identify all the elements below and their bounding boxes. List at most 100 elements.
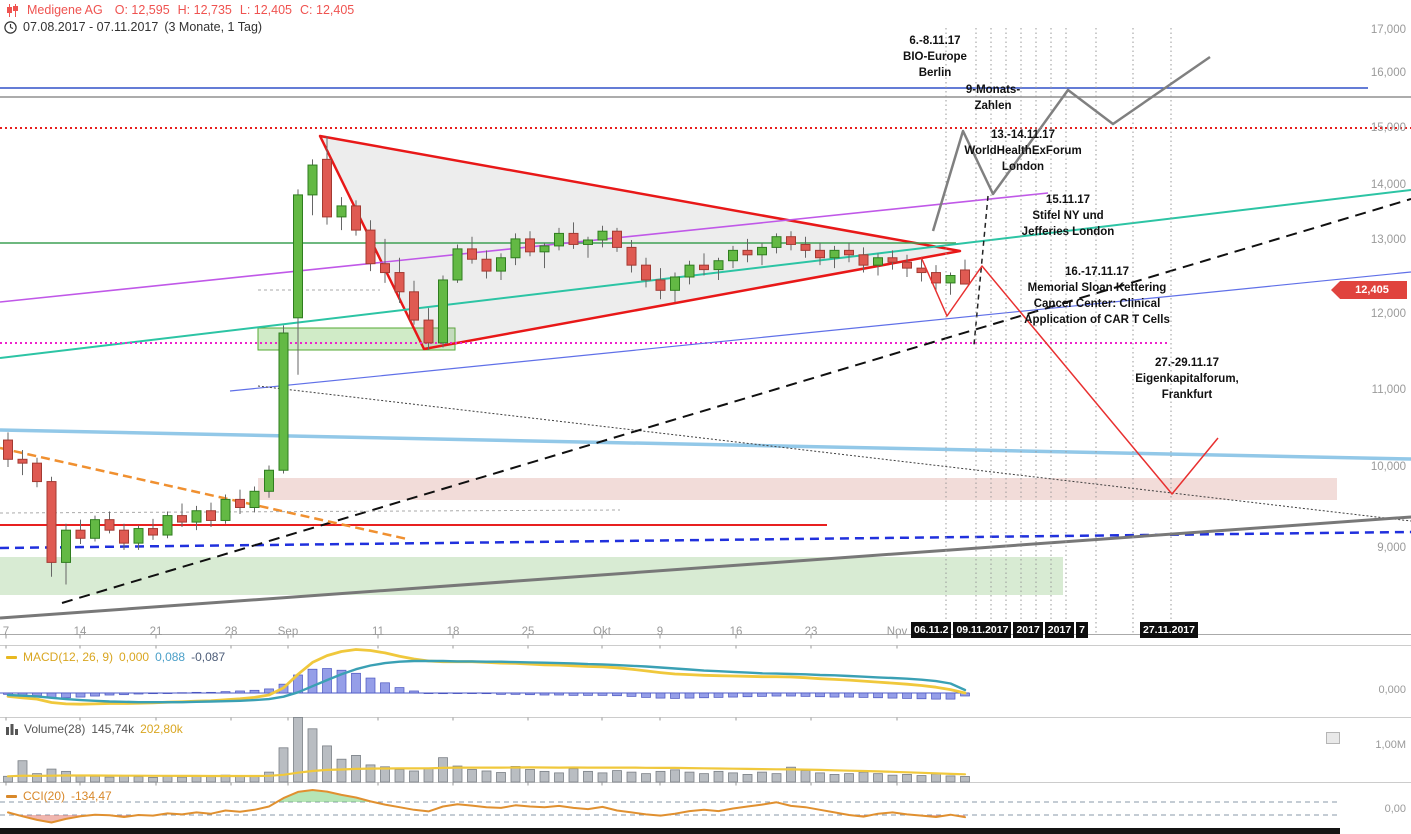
- candle-body: [902, 261, 912, 269]
- macd-hist-bar: [887, 692, 898, 699]
- event-annotation: 27.-29.11.17 Eigenkapitalforum, Frankfur…: [1135, 357, 1239, 401]
- candle-body: [597, 230, 608, 241]
- candle-body: [873, 257, 883, 266]
- candle-body: [728, 249, 738, 262]
- macd-histogram: [3, 668, 970, 700]
- macd-hist-bar: [829, 692, 840, 698]
- cci-legend[interactable]: CCI(20) -134,47: [6, 789, 112, 803]
- cci-value: -134,47: [71, 789, 112, 803]
- volume-legend[interactable]: Volume(28) 145,74k 202,80k: [6, 722, 183, 736]
- volume-bars-icon: [6, 723, 18, 735]
- volume-bar: [104, 776, 115, 783]
- macd-hist-bar: [90, 692, 100, 697]
- macd-hist-bar: [264, 688, 274, 694]
- macd-hist-bar: [800, 692, 811, 697]
- scenario-path: [920, 256, 1219, 495]
- macd-hist-bar: [945, 692, 956, 700]
- x-axis-label: 9: [656, 626, 664, 638]
- price-axis-label: 10,000: [1370, 461, 1406, 473]
- candle-body: [626, 246, 637, 266]
- volume-bar: [293, 717, 303, 783]
- panel-resize-handle[interactable]: [1326, 732, 1340, 744]
- volume-bar: [713, 770, 724, 783]
- candle-body: [815, 249, 825, 259]
- trend-line: [0, 428, 1411, 461]
- candle-body: [612, 230, 622, 248]
- macd-hist-bar: [771, 692, 782, 697]
- price-axis-label: 16,000: [1370, 67, 1406, 79]
- event-annotation: 6.-8.11.17 BIO-Europe Berlin: [903, 35, 967, 79]
- candle-body: [539, 245, 550, 253]
- volume-bar: [307, 728, 318, 783]
- instrument-header: Medigene AG O: 12,595 H: 12,735 L: 12,40…: [6, 3, 354, 17]
- candle-body: [104, 519, 115, 531]
- volume-bar: [945, 775, 956, 783]
- volume-bar: [829, 774, 840, 783]
- candle-body: [278, 332, 289, 471]
- macd-hist-bar: [612, 692, 622, 697]
- macd-hist-bar: [713, 692, 724, 698]
- candle-body: [351, 205, 361, 231]
- macd-axis-label: 0,000: [1378, 684, 1406, 696]
- macd-hist-value: -0,087: [191, 650, 226, 664]
- volume-bar: [162, 775, 173, 783]
- candle-body: [191, 510, 202, 523]
- bottom-scrollbar[interactable]: [0, 828, 1340, 834]
- price-axis-label: 17,000: [1370, 24, 1406, 36]
- event-date-label: 27.11.2017: [1140, 622, 1198, 638]
- volume-bar: [394, 769, 405, 783]
- volume-bar: [699, 773, 709, 783]
- macd-hist-bar: [873, 692, 883, 699]
- macd-signal-value: 0,088: [155, 650, 186, 664]
- x-axis-label: 21: [149, 626, 163, 638]
- candlestick-icon: [7, 3, 18, 17]
- volume-bar: [510, 766, 521, 783]
- x-axis-label: 25: [521, 626, 535, 638]
- event-date-label: 06.11.2: [911, 622, 952, 638]
- low-value: L: 12,405: [239, 3, 293, 17]
- event-annotation: 15.11.17 Stifel NY und Jefferies London: [1021, 194, 1115, 238]
- cci-overbought-fill: [276, 790, 374, 802]
- candle-body: [713, 260, 724, 271]
- price-axis-label: 15,000: [1370, 122, 1406, 134]
- volume-bar: [380, 766, 390, 783]
- macd-hist-bar: [133, 692, 144, 695]
- x-axis-label: 23: [804, 626, 818, 638]
- macd-hist-bar: [931, 692, 941, 700]
- candle-body: [307, 164, 318, 196]
- macd-hist-bar: [699, 692, 709, 699]
- x-axis-label: 7: [2, 626, 10, 638]
- macd-legend[interactable]: MACD(12, 26, 9) 0,000 0,088 -0,087: [6, 650, 225, 664]
- volume-bar: [235, 775, 245, 783]
- candle-body: [583, 239, 593, 245]
- macd-hist-bar: [481, 692, 492, 695]
- macd-hist-bar: [75, 692, 86, 698]
- candle-body: [365, 229, 376, 265]
- cci-line: [7, 789, 966, 824]
- macd-hist-bar: [249, 689, 260, 694]
- macd-hist-bar: [307, 668, 318, 694]
- volume-bar: [670, 769, 680, 783]
- volume-bar: [61, 770, 71, 783]
- candle-body: [336, 205, 347, 218]
- candle-body: [264, 469, 274, 492]
- x-axis-label: Okt: [593, 626, 611, 638]
- x-axis-label: 18: [446, 626, 460, 638]
- price-axis-label: 9,000: [1377, 542, 1406, 554]
- x-axis-label: 16: [729, 626, 743, 638]
- macd-hist-bar: [351, 672, 361, 694]
- trend-line: [0, 189, 1411, 359]
- last-price-value: 12,405: [1355, 284, 1389, 296]
- candle-body: [684, 264, 695, 278]
- macd-hist-bar: [496, 692, 506, 695]
- volume-ma-line: [6, 766, 967, 778]
- macd-hist-bar: [539, 692, 550, 696]
- candle-body: [394, 272, 405, 293]
- volume-bar: [757, 771, 767, 783]
- macd-hist-bar: [177, 692, 187, 694]
- event-annotation: 16.-17.11.17 Memorial Sloan Kettering Ca…: [1024, 266, 1170, 326]
- candle-body: [742, 249, 753, 256]
- x-axis-label: 28: [224, 626, 238, 638]
- volume-bar: [626, 771, 637, 783]
